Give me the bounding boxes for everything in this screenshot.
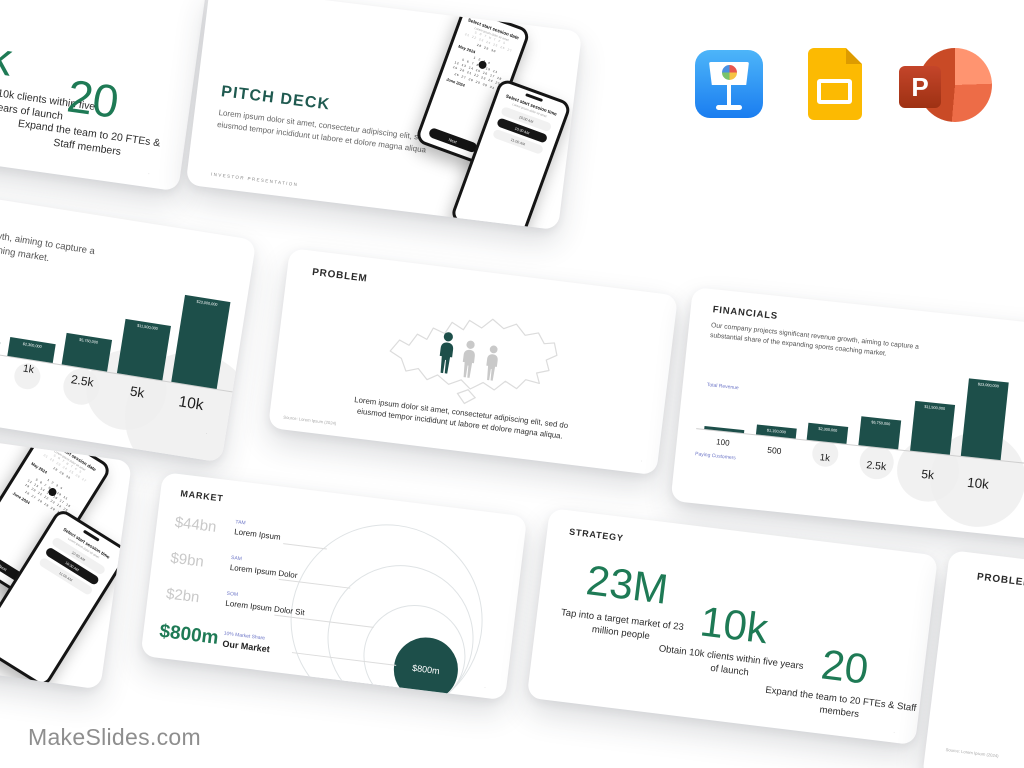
page-number: · [640, 458, 643, 465]
slide-market: MARKET $800m $44bn TAM Lorem Ipsum $9bn … [140, 472, 528, 701]
slide-title: MARKET [179, 488, 225, 504]
bar-1k: $2,300,000 [7, 337, 56, 364]
market-value: $44bn [173, 513, 218, 536]
slide-phone-mockups-partial: Select start session date Lorem ipsum do… [0, 420, 133, 690]
slide-strategy: STRATEGY 23M Tap into a target market of… [526, 508, 939, 746]
slide-strategy-partial: 10k Obtain 10k clients within five years… [0, 0, 216, 192]
bar-5k: $11,500,000 [116, 318, 171, 381]
person-icon [462, 340, 475, 378]
slide-title: PROBLEM [976, 571, 1024, 590]
google-slides-icon[interactable] [808, 48, 862, 120]
stat-value: 20 [818, 640, 871, 693]
page-number: · [483, 684, 487, 691]
slide-body: Our company projects significant revenue… [0, 201, 96, 264]
bar-value-label: $5,750,000 [78, 336, 99, 345]
keynote-easel-base [716, 105, 742, 110]
powerpoint-p-badge: P [899, 66, 941, 108]
slide-footer: INVESTOR PRESENTATION [210, 171, 299, 188]
slide-title: STRATEGY [568, 526, 625, 544]
slide-title: FINANCIALS [712, 304, 779, 323]
bar-10k: $23,000,000 [960, 378, 1009, 461]
slides-frame [817, 79, 852, 104]
keynote-pie-chart [721, 64, 738, 81]
market-value: $9bn [169, 549, 205, 571]
bar-value-label: $23,000,000 [977, 380, 1000, 388]
slide-pitch-deck: PITCH DECK Lorem ipsum dolor sit amet, c… [185, 0, 583, 231]
bar-value-label: $23,000,000 [196, 298, 218, 307]
category-label: 500 [766, 444, 782, 457]
slide-body: Lorem ipsum dolor sit amet, consectetur … [216, 108, 439, 155]
slide-title: PROBLEM [311, 266, 369, 285]
bar-5k: $11,500,000 [910, 400, 956, 455]
bar-value-label: $11,500,000 [924, 403, 946, 411]
powerpoint-icon[interactable]: P [899, 48, 992, 122]
slide-financials: FINANCIALS Our company projects signific… [670, 287, 1024, 543]
slide-problem: PROBLEM Lorem ipsum dolor sit amet, cons… [267, 248, 679, 476]
stat-value: 10k [0, 23, 16, 86]
x-axis-label: Paying Customers [694, 451, 737, 462]
bar-value-label: $5,750,000 [871, 419, 891, 426]
bar-2point5k: $5,750,000 [858, 416, 902, 450]
category-label: 1k [819, 452, 831, 465]
market-label: Lorem Ipsum [233, 527, 282, 542]
page-number: · [147, 171, 151, 178]
market-tag: SOM [226, 590, 239, 599]
stat-value: 10k [697, 597, 771, 653]
bar-value-label: $11,500,000 [136, 322, 159, 331]
person-icon-highlighted [439, 332, 454, 374]
market-label: Lorem Ipsum Dolor [229, 562, 298, 581]
person-icon [486, 345, 498, 381]
source-note: Source: Lorem Ipsum (2024) [283, 414, 337, 426]
bar-value-label: $1,150,000 [766, 427, 787, 434]
y-axis-label: Total Revenue [706, 382, 739, 392]
source-note: Source: Lorem Ipsum (2024) [945, 746, 999, 759]
slide-body: Our company projects significant revenue… [709, 322, 920, 358]
stat-caption: Expand the team to 20 FTEs & Staff membe… [764, 684, 917, 720]
bar-500: $1,150,000 [755, 424, 797, 439]
stat-caption: Tap into a target market of 23 million p… [560, 607, 685, 642]
brand-logo-link[interactable]: MakeSlides.com [28, 724, 201, 750]
slide-problem-partial: PROBLEM Source: Lorem Ipsum (2024) [921, 550, 1024, 768]
stat-value: 23M [583, 556, 671, 613]
category-label: 100 [715, 437, 731, 448]
page-number: · [892, 729, 896, 736]
keynote-icon[interactable] [695, 50, 763, 118]
bar-value-label: $2,300,000 [22, 340, 43, 349]
hong-kong-map-outline [389, 318, 558, 405]
keynote-easel-pole [727, 84, 731, 106]
connector-line [283, 543, 327, 550]
market-tag: SAM [230, 554, 243, 563]
slide-financials-partial: Our company projects significant revenue… [0, 195, 257, 463]
market-tag: TAM [235, 519, 246, 527]
bar-value-label: $2,300,000 [818, 425, 838, 433]
market-value: $2bn [165, 585, 201, 607]
market-value-highlight: $800m [158, 620, 220, 649]
